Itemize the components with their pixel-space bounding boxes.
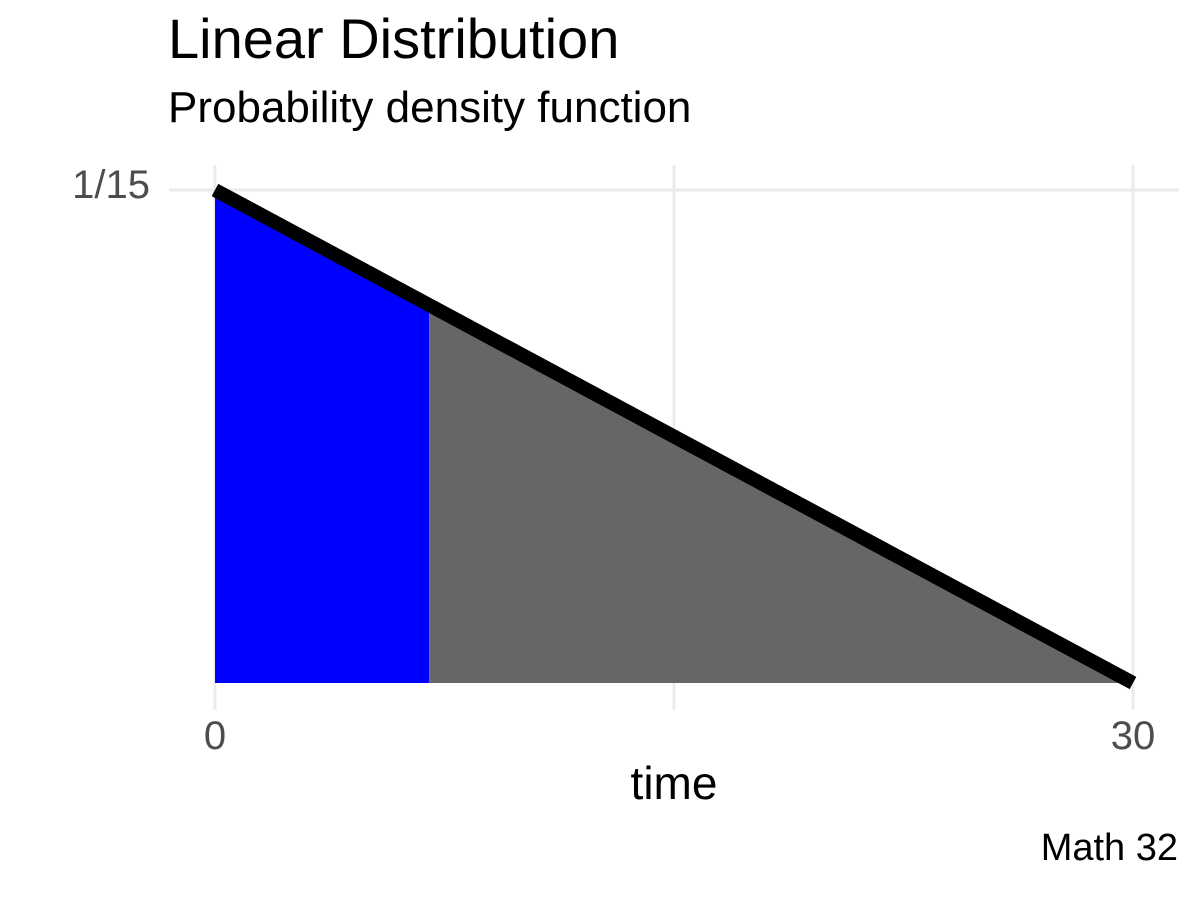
x-axis-title: time xyxy=(630,757,718,809)
density-line xyxy=(211,183,1137,690)
x-axis-tick-label-30: 30 xyxy=(1110,714,1156,758)
x-axis-tick-label-0: 0 xyxy=(203,714,227,758)
chart-caption: Math 32 xyxy=(1040,827,1178,869)
shaded-probability-region xyxy=(215,190,430,683)
chart-title: Linear Distribution xyxy=(168,7,620,70)
y-axis-tick-label: 1/15 xyxy=(72,163,150,207)
chart-subtitle: Probability density function xyxy=(168,83,692,132)
